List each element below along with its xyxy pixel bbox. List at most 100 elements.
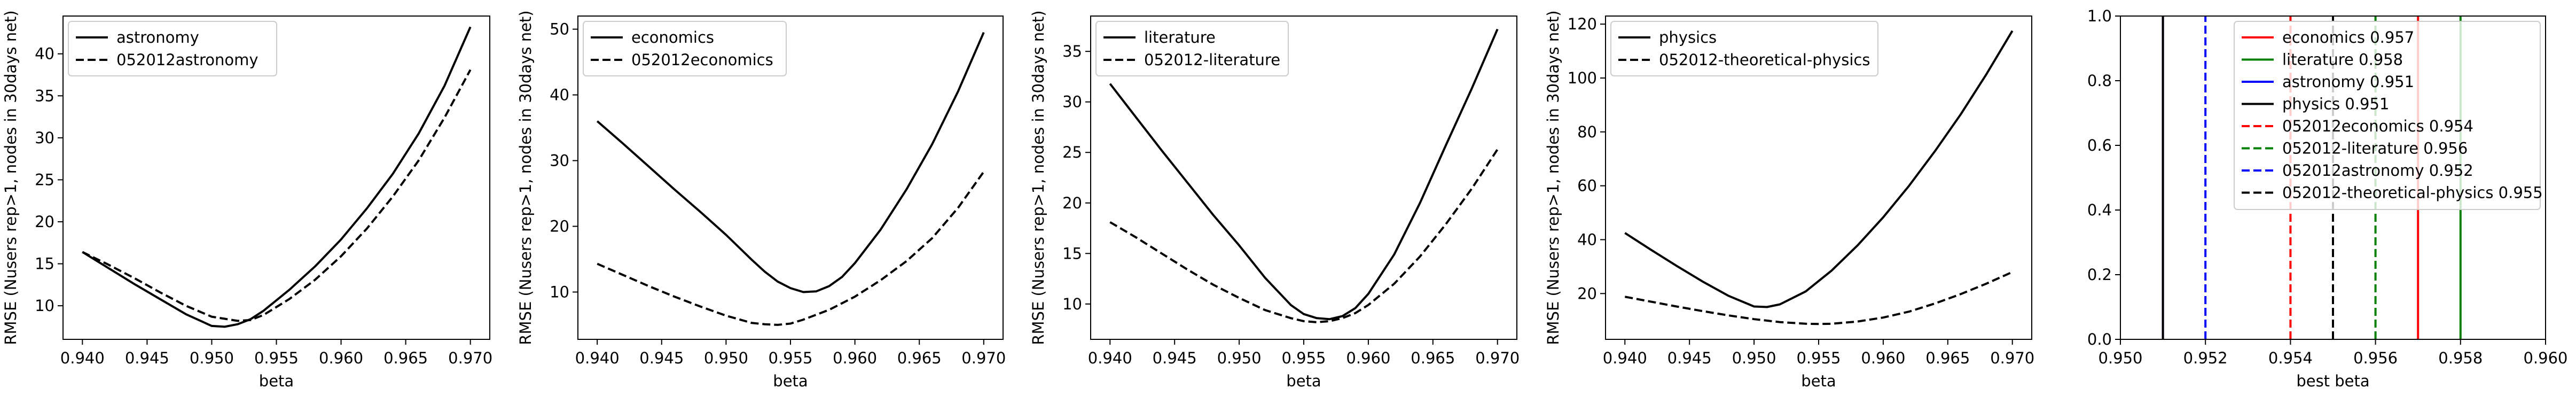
x-tick-label: 0.945 [125, 349, 169, 367]
x-axis-label: beta [259, 372, 294, 390]
y-tick-label: 40 [550, 86, 569, 104]
x-tick-label: 0.960 [319, 349, 363, 367]
legend-box [68, 21, 277, 76]
x-tick-label: 0.958 [2438, 349, 2483, 367]
x-tick-label: 0.955 [254, 349, 299, 367]
y-tick-label: 0.8 [2087, 72, 2112, 90]
x-tick-label: 0.960 [833, 349, 877, 367]
chart-panel-4: 0.940 0.945 0.950 0.955 0.960 0.965 0.970 20 40 6… [1544, 10, 2034, 390]
x-tick-label: 0.965 [897, 349, 942, 367]
x-tick-label: 0.950 [704, 349, 748, 367]
x-axis-label: beta [1286, 372, 1321, 390]
legend-label: physics [1659, 28, 1717, 46]
legend-label: 052012economics [631, 51, 773, 69]
x-tick-label: 0.940 [60, 349, 105, 367]
x-tick-label: 0.955 [1281, 349, 1326, 367]
x-tick-label: 0.955 [768, 349, 812, 367]
series-line-1 [82, 26, 472, 328]
y-axis-label: RMSE (Nusers rep>1, nodes in 30days net) [1544, 10, 1562, 345]
legend: economics 0.957 literature 0.958 astronomy… [2234, 21, 2543, 210]
legend-label: 052012-literature 0.956 [2282, 139, 2468, 158]
y-axis-label: RMSE (Nusers rep>1, nodes in 30days net) [2, 10, 20, 345]
chart-panel-3: 0.940 0.945 0.950 0.955 0.960 0.965 0.970 10 15 2… [1029, 10, 1520, 390]
y-tick-label: 40 [35, 45, 54, 63]
y-tick-label: 20 [35, 213, 54, 231]
x-tick-label: 0.960 [1861, 349, 1905, 367]
legend-label: literature [1144, 28, 1216, 46]
x-tick-label: 0.955 [1796, 349, 1841, 367]
x-tick-label: 0.950 [1217, 349, 1262, 367]
series-line-1 [1109, 28, 1499, 321]
y-tick-label: 120 [1568, 15, 1597, 33]
x-axis-label: beta [773, 372, 808, 390]
y-tick-label: 30 [35, 129, 54, 147]
series-line-2 [597, 171, 985, 326]
y-tick-label: 20 [1062, 194, 1082, 212]
x-tick-label: 0.970 [961, 349, 1006, 367]
y-tick-label: 100 [1568, 69, 1597, 87]
y-axis-label: RMSE (Nusers rep>1, nodes in 30days net) [1029, 10, 1047, 345]
legend-label: economics 0.957 [2282, 28, 2414, 46]
chart-panel-5: 0.950 0.952 0.954 0.956 0.958 0.960 0.0 0.2 0.4 0… [2087, 7, 2568, 390]
y-tick-label: 60 [1577, 177, 1597, 195]
chart-panel-2: 0.940 0.945 0.950 0.955 0.960 0.965 0.970 10 20 3… [516, 10, 1006, 390]
y-tick-label: 80 [1577, 123, 1597, 141]
y-tick-label: 35 [1062, 42, 1082, 60]
y-tick-label: 0.0 [2087, 330, 2112, 348]
series-group [1624, 30, 2014, 325]
y-tick-label: 25 [1062, 143, 1082, 161]
y-tick-label: 25 [35, 170, 54, 189]
x-tick-label: 0.940 [1603, 349, 1647, 367]
x-tick-label: 0.950 [1732, 349, 1776, 367]
series-line-2 [82, 69, 472, 322]
legend-label: 052012-theoretical-physics [1659, 51, 1870, 69]
series-line-1 [1624, 30, 2014, 308]
series-group [1109, 28, 1499, 323]
y-tick-label: 1.0 [2087, 7, 2112, 25]
legend-label: physics 0.951 [2282, 95, 2389, 113]
series-group [596, 32, 985, 326]
legend: economics 052012economics [583, 21, 787, 76]
legend-box [583, 21, 787, 76]
y-tick-label: 35 [35, 87, 54, 105]
legend-label: 052012-literature [1144, 51, 1280, 69]
legend-label: 052012astronomy [116, 51, 259, 69]
legend-box [1610, 21, 1878, 76]
y-tick-label: 15 [1062, 244, 1082, 262]
x-tick-label: 0.970 [448, 349, 492, 367]
x-tick-label: 0.965 [383, 349, 428, 367]
x-tick-label: 0.960 [1346, 349, 1390, 367]
x-tick-label: 0.960 [2523, 349, 2567, 367]
legend-label: 052012economics 0.954 [2282, 117, 2473, 135]
x-tick-label: 0.945 [1153, 349, 1197, 367]
x-axis-label: best beta [2296, 372, 2369, 390]
y-tick-label: 10 [35, 297, 54, 315]
x-tick-label: 0.970 [1475, 349, 1520, 367]
legend: physics 052012-theoretical-physics [1610, 21, 1878, 76]
y-tick-label: 20 [1577, 284, 1597, 302]
x-tick-label: 0.945 [639, 349, 684, 367]
y-tick-label: 20 [550, 217, 569, 235]
legend-box [1095, 21, 1289, 76]
y-tick-label: 0.2 [2087, 266, 2112, 284]
legend-label: astronomy 0.951 [2282, 73, 2414, 91]
x-tick-label: 0.970 [1990, 349, 2034, 367]
y-tick-label: 0.4 [2087, 201, 2112, 219]
y-axis-label: RMSE (Nusers rep>1, nodes in 30days net) [516, 10, 535, 345]
x-tick-label: 0.952 [2183, 349, 2228, 367]
y-tick-label: 30 [550, 152, 569, 170]
legend-label: literature 0.958 [2282, 51, 2403, 69]
legend: literature 052012-literature [1095, 21, 1289, 76]
y-tick-label: 10 [550, 283, 569, 301]
axes-frame [2120, 15, 2546, 340]
y-tick-label: 10 [1062, 295, 1082, 313]
y-tick-label: 40 [1577, 230, 1597, 249]
x-tick-label: 0.956 [2353, 349, 2398, 367]
series-line-1 [596, 32, 985, 293]
series-line-2 [1109, 149, 1499, 323]
legend-label: astronomy [116, 28, 199, 46]
series-group [82, 26, 472, 328]
y-tick-label: 30 [1062, 93, 1082, 111]
legend-box [2234, 21, 2541, 210]
